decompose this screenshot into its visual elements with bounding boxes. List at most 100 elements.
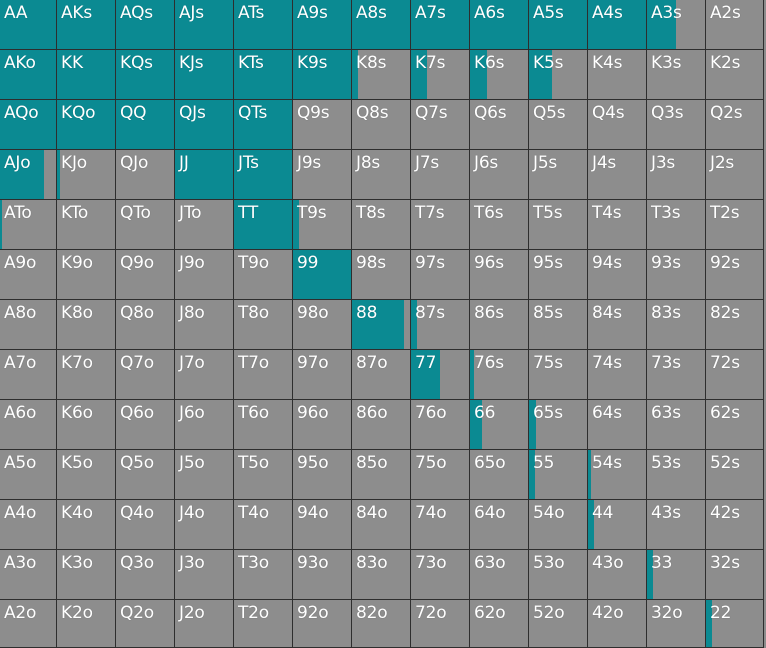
hand-cell-J4o[interactable]: J4o (175, 500, 234, 550)
hand-cell-97o[interactable]: 97o (293, 350, 352, 400)
hand-cell-J8o[interactable]: J8o (175, 300, 234, 350)
hand-cell-77[interactable]: 77 (411, 350, 470, 400)
hand-cell-T3s[interactable]: T3s (647, 200, 706, 250)
hand-cell-K3s[interactable]: K3s (647, 50, 706, 100)
hand-cell-73s[interactable]: 73s (647, 350, 706, 400)
hand-cell-72o[interactable]: 72o (411, 600, 470, 648)
hand-cell-Q3o[interactable]: Q3o (116, 550, 175, 600)
hand-cell-Q8s[interactable]: Q8s (352, 100, 411, 150)
hand-cell-J9s[interactable]: J9s (293, 150, 352, 200)
hand-cell-64o[interactable]: 64o (470, 500, 529, 550)
hand-cell-A8s[interactable]: A8s (352, 0, 411, 50)
hand-cell-J8s[interactable]: J8s (352, 150, 411, 200)
hand-cell-65s[interactable]: 65s (529, 400, 588, 450)
hand-cell-T5s[interactable]: T5s (529, 200, 588, 250)
hand-cell-52s[interactable]: 52s (706, 450, 764, 500)
hand-cell-86o[interactable]: 86o (352, 400, 411, 450)
hand-cell-K3o[interactable]: K3o (57, 550, 116, 600)
hand-cell-AA[interactable]: AA (0, 0, 57, 50)
hand-cell-63s[interactable]: 63s (647, 400, 706, 450)
hand-cell-KQs[interactable]: KQs (116, 50, 175, 100)
hand-cell-T8o[interactable]: T8o (234, 300, 293, 350)
hand-cell-A5s[interactable]: A5s (529, 0, 588, 50)
hand-cell-Q9s[interactable]: Q9s (293, 100, 352, 150)
hand-cell-Q2o[interactable]: Q2o (116, 600, 175, 648)
hand-cell-T6o[interactable]: T6o (234, 400, 293, 450)
hand-cell-86s[interactable]: 86s (470, 300, 529, 350)
hand-cell-Q3s[interactable]: Q3s (647, 100, 706, 150)
hand-cell-QQ[interactable]: QQ (116, 100, 175, 150)
hand-cell-KTo[interactable]: KTo (57, 200, 116, 250)
hand-cell-A7o[interactable]: A7o (0, 350, 57, 400)
hand-cell-KJs[interactable]: KJs (175, 50, 234, 100)
hand-cell-J6s[interactable]: J6s (470, 150, 529, 200)
hand-cell-82o[interactable]: 82o (352, 600, 411, 648)
hand-cell-T6s[interactable]: T6s (470, 200, 529, 250)
hand-cell-83s[interactable]: 83s (647, 300, 706, 350)
hand-cell-KQo[interactable]: KQo (57, 100, 116, 150)
hand-cell-T2s[interactable]: T2s (706, 200, 764, 250)
hand-cell-T7o[interactable]: T7o (234, 350, 293, 400)
hand-cell-83o[interactable]: 83o (352, 550, 411, 600)
hand-cell-52o[interactable]: 52o (529, 600, 588, 648)
hand-cell-22[interactable]: 22 (706, 600, 764, 648)
hand-cell-QTo[interactable]: QTo (116, 200, 175, 250)
hand-cell-96o[interactable]: 96o (293, 400, 352, 450)
hand-cell-99[interactable]: 99 (293, 250, 352, 300)
hand-cell-97s[interactable]: 97s (411, 250, 470, 300)
hand-cell-K9s[interactable]: K9s (293, 50, 352, 100)
hand-cell-85s[interactable]: 85s (529, 300, 588, 350)
hand-cell-75o[interactable]: 75o (411, 450, 470, 500)
hand-cell-A6o[interactable]: A6o (0, 400, 57, 450)
hand-cell-K7s[interactable]: K7s (411, 50, 470, 100)
hand-cell-64s[interactable]: 64s (588, 400, 647, 450)
hand-cell-84s[interactable]: 84s (588, 300, 647, 350)
hand-cell-43o[interactable]: 43o (588, 550, 647, 600)
hand-cell-K4o[interactable]: K4o (57, 500, 116, 550)
hand-cell-63o[interactable]: 63o (470, 550, 529, 600)
hand-cell-A5o[interactable]: A5o (0, 450, 57, 500)
hand-cell-66[interactable]: 66 (470, 400, 529, 450)
hand-cell-T2o[interactable]: T2o (234, 600, 293, 648)
hand-cell-K5o[interactable]: K5o (57, 450, 116, 500)
hand-cell-AJo[interactable]: AJo (0, 150, 57, 200)
hand-cell-TT[interactable]: TT (234, 200, 293, 250)
hand-cell-76s[interactable]: 76s (470, 350, 529, 400)
hand-cell-AQs[interactable]: AQs (116, 0, 175, 50)
hand-cell-96s[interactable]: 96s (470, 250, 529, 300)
hand-cell-JTo[interactable]: JTo (175, 200, 234, 250)
hand-cell-T5o[interactable]: T5o (234, 450, 293, 500)
hand-cell-74s[interactable]: 74s (588, 350, 647, 400)
hand-cell-T7s[interactable]: T7s (411, 200, 470, 250)
hand-cell-K2o[interactable]: K2o (57, 600, 116, 648)
hand-cell-QTs[interactable]: QTs (234, 100, 293, 150)
hand-cell-87o[interactable]: 87o (352, 350, 411, 400)
hand-cell-Q8o[interactable]: Q8o (116, 300, 175, 350)
hand-cell-32o[interactable]: 32o (647, 600, 706, 648)
hand-cell-33[interactable]: 33 (647, 550, 706, 600)
hand-cell-Q2s[interactable]: Q2s (706, 100, 764, 150)
hand-cell-A8o[interactable]: A8o (0, 300, 57, 350)
hand-cell-92s[interactable]: 92s (706, 250, 764, 300)
hand-cell-Q7o[interactable]: Q7o (116, 350, 175, 400)
hand-cell-A9o[interactable]: A9o (0, 250, 57, 300)
hand-cell-J9o[interactable]: J9o (175, 250, 234, 300)
hand-cell-J2s[interactable]: J2s (706, 150, 764, 200)
hand-cell-KJo[interactable]: KJo (57, 150, 116, 200)
hand-cell-Q6o[interactable]: Q6o (116, 400, 175, 450)
hand-cell-A4s[interactable]: A4s (588, 0, 647, 50)
hand-cell-88[interactable]: 88 (352, 300, 411, 350)
hand-cell-T4s[interactable]: T4s (588, 200, 647, 250)
hand-cell-JJ[interactable]: JJ (175, 150, 234, 200)
hand-cell-93o[interactable]: 93o (293, 550, 352, 600)
hand-cell-K8o[interactable]: K8o (57, 300, 116, 350)
hand-cell-J5s[interactable]: J5s (529, 150, 588, 200)
hand-cell-44[interactable]: 44 (588, 500, 647, 550)
hand-cell-55[interactable]: 55 (529, 450, 588, 500)
hand-cell-85o[interactable]: 85o (352, 450, 411, 500)
hand-cell-Q6s[interactable]: Q6s (470, 100, 529, 150)
hand-cell-95s[interactable]: 95s (529, 250, 588, 300)
hand-cell-54s[interactable]: 54s (588, 450, 647, 500)
hand-cell-Q9o[interactable]: Q9o (116, 250, 175, 300)
hand-cell-87s[interactable]: 87s (411, 300, 470, 350)
